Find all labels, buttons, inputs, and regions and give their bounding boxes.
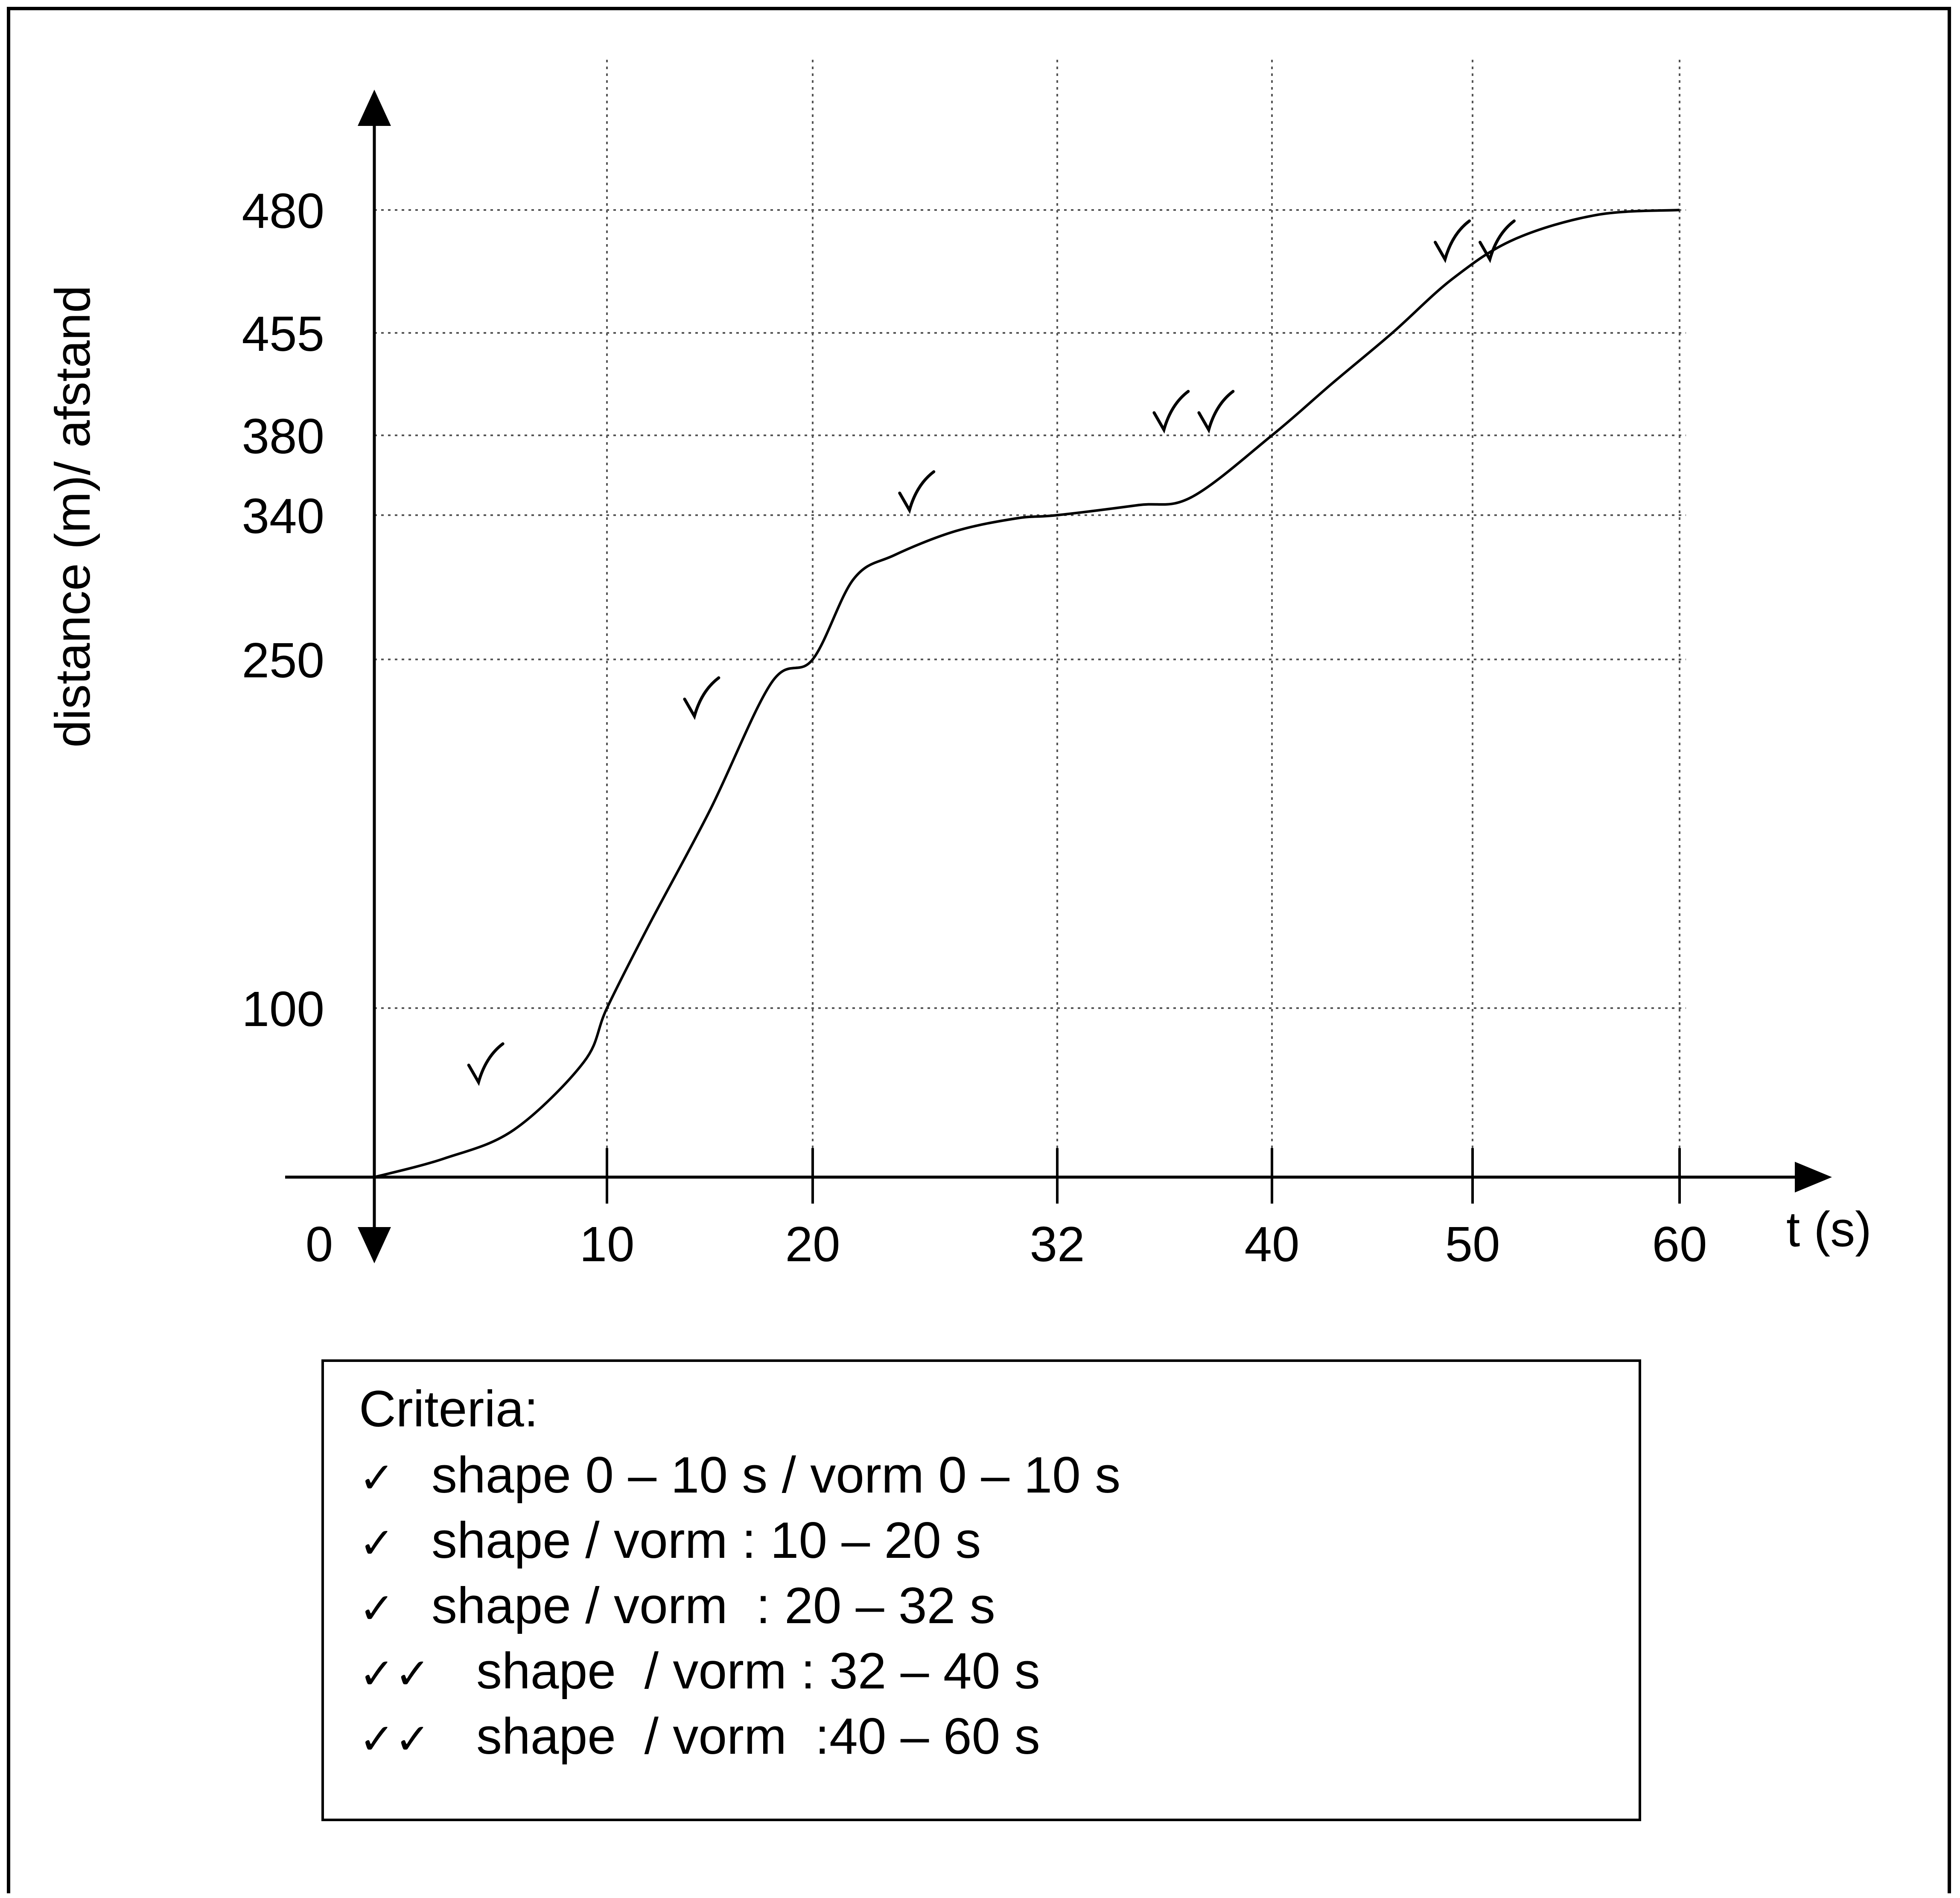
check-marks [467, 219, 1516, 1086]
check-icon: ✓ [359, 1583, 395, 1633]
x-tick-label: 20 [785, 1216, 840, 1272]
criteria-item: ✓✓ shape / vorm :40 – 60 s [359, 1711, 1040, 1766]
check-mark [683, 676, 720, 720]
y-tick-label: 380 [242, 408, 324, 464]
x-tick-label: 50 [1445, 1216, 1500, 1272]
distance-time-chart: 10 20 32 40 50 60 100 250 340 380 455 480 distance … [45, 60, 1872, 1272]
criteria-item: ✓ shape 0 – 10 s / vorm 0 – 10 s [359, 1449, 1120, 1505]
criteria-text: shape 0 – 10 s / vorm 0 – 10 s [432, 1446, 1121, 1504]
y-tick-label: 340 [242, 488, 324, 544]
x-tick-label: 10 [579, 1216, 634, 1272]
criteria-text: shape / vorm : 20 – 32 s [432, 1577, 995, 1634]
criteria-text: shape / vorm :40 – 60 s [476, 1708, 1040, 1765]
x-axis-title: t (s) [1786, 1201, 1872, 1257]
check-mark [1479, 219, 1516, 263]
tick-labels: 10 20 32 40 50 60 100 250 340 380 455 480 [242, 183, 1707, 1272]
y-tick-label: 250 [242, 633, 324, 688]
axis-ticks [606, 1148, 1681, 1204]
y-tick-label: 480 [242, 183, 324, 239]
y-axis-title: distance (m)/ afstand [45, 285, 100, 747]
page-frame [7, 7, 1951, 1893]
criteria-title: Criteria: [359, 1380, 539, 1437]
check-icon: ✓✓ [359, 1714, 431, 1764]
check-icon: ✓✓ [359, 1649, 431, 1699]
origin-label: 0 [306, 1216, 333, 1272]
y-tick-label: 100 [242, 981, 324, 1037]
check-icon: ✓ [359, 1453, 395, 1503]
criteria-text: shape / vorm : 32 – 40 s [476, 1642, 1040, 1700]
grid-lines [374, 60, 1686, 1177]
axes [285, 90, 1832, 1263]
check-icon: ✓ [359, 1518, 395, 1568]
check-mark [1152, 390, 1190, 434]
criteria-item: ✓ shape / vorm : 10 – 20 s [359, 1515, 981, 1570]
check-mark [1434, 219, 1471, 263]
x-axis-arrow [1795, 1162, 1832, 1192]
y-axis-arrow-up [358, 90, 391, 126]
y-axis-arrow-down [358, 1227, 391, 1263]
check-mark [898, 470, 936, 514]
check-mark [467, 1042, 505, 1086]
check-mark [1197, 390, 1235, 434]
distance-curve [374, 209, 1680, 1178]
criteria-box: Criteria: ✓ shape 0 – 10 s / vorm 0 – 10 … [321, 1359, 1641, 1821]
criteria-item: ✓✓ shape / vorm : 32 – 40 s [359, 1645, 1040, 1701]
x-tick-label: 32 [1030, 1216, 1085, 1272]
criteria-text: shape / vorm : 10 – 20 s [432, 1512, 981, 1569]
criteria-item: ✓ shape / vorm : 20 – 32 s [359, 1580, 995, 1636]
x-tick-label: 60 [1652, 1216, 1707, 1272]
y-tick-label: 455 [242, 306, 324, 362]
x-tick-label: 40 [1244, 1216, 1299, 1272]
